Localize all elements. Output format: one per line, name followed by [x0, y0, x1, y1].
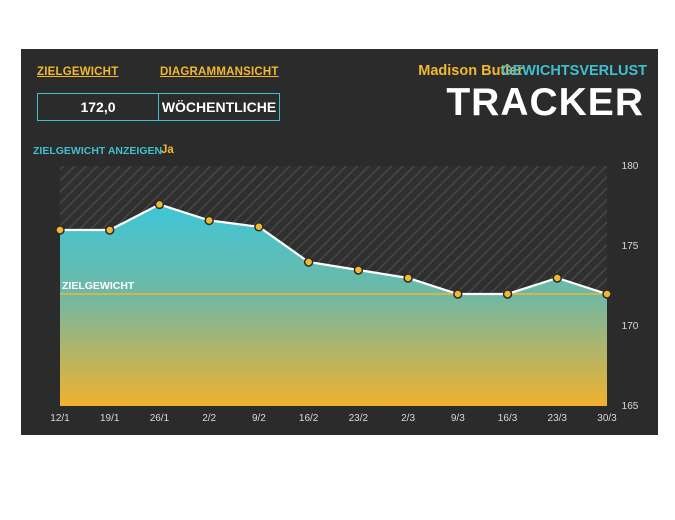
x-tick-label: 26/1: [150, 413, 170, 424]
x-tick-label: 23/2: [349, 413, 369, 424]
x-tick-label: 2/3: [401, 413, 415, 424]
x-tick-label: 19/1: [100, 413, 120, 424]
data-point[interactable]: [602, 289, 612, 299]
x-tick-label: 16/3: [498, 413, 518, 424]
data-point[interactable]: [303, 257, 314, 267]
y-tick-label: 175: [622, 241, 639, 252]
tracker-subtitle: GEWICHTSVERLUST: [501, 63, 647, 79]
page-title: TRACKER: [446, 81, 644, 124]
chart-view-label: DIAGRAMMANSICHT: [160, 66, 279, 78]
x-tick-label: 2/2: [202, 413, 216, 424]
goal-weight-label: ZIELGEWICHT: [37, 66, 119, 78]
data-point[interactable]: [453, 289, 463, 299]
tracker-panel: ZIELGEWICHT DIAGRAMMANSICHT Madison Butl…: [21, 49, 658, 435]
x-tick-label: 12/1: [50, 413, 70, 424]
data-point[interactable]: [552, 273, 563, 283]
chart-view-select[interactable]: WÖCHENTLICHE: [158, 93, 280, 121]
data-point[interactable]: [502, 289, 513, 299]
data-point[interactable]: [353, 265, 364, 275]
data-point[interactable]: [154, 199, 165, 210]
show-goal-toggle[interactable]: Ja: [161, 144, 174, 156]
goal-line-label: ZIELGEWICHT: [62, 280, 135, 292]
data-point[interactable]: [254, 222, 264, 232]
data-point[interactable]: [104, 225, 115, 235]
x-tick-label: 23/3: [548, 413, 568, 424]
x-tick-label: 16/2: [299, 413, 319, 424]
data-point[interactable]: [55, 225, 65, 235]
x-tick-label: 9/2: [252, 413, 266, 424]
weight-area: [60, 204, 607, 406]
y-tick-label: 180: [622, 161, 639, 172]
data-point[interactable]: [204, 215, 214, 226]
x-tick-label: 9/3: [451, 413, 465, 424]
weight-line: [60, 203, 608, 296]
data-point[interactable]: [403, 273, 413, 283]
user-name: Madison Butler: [418, 63, 523, 79]
show-goal-label: ZIELGEWICHT ANZEIGEN: [33, 145, 163, 157]
y-tick-label: 165: [622, 401, 639, 412]
x-tick-label: 30/3: [597, 413, 617, 424]
y-tick-label: 170: [622, 321, 639, 332]
weight-chart: ZIELGEWICHT 12/1 19/1 26/1 2/2 9/2 16/2 23/2 2/…: [50, 161, 639, 424]
